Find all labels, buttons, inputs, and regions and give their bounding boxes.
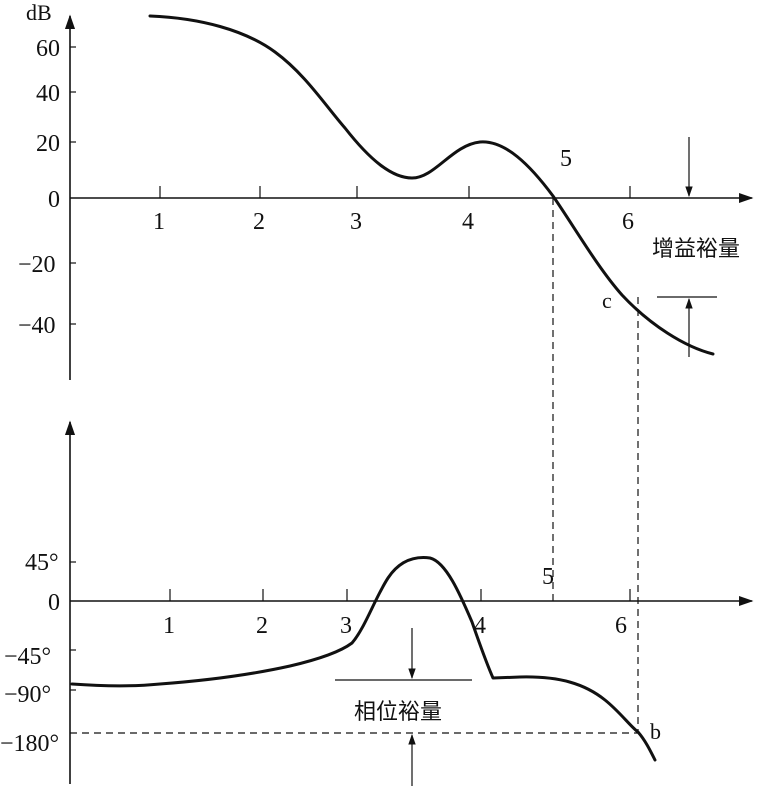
mag-xtick-label: 1 — [153, 209, 165, 235]
phase-ytick-label: 45° — [25, 550, 59, 576]
mag-xtick-label: 3 — [350, 209, 362, 235]
magnitude-unit-label: dB — [26, 0, 52, 25]
phase-xtick-label: 6 — [615, 613, 627, 639]
phase-xtick-label: 1 — [163, 613, 175, 639]
phase-ytick-label: −90° — [4, 682, 51, 708]
phase-ytick-label: −45° — [4, 644, 51, 670]
mag-ytick-label: 20 — [36, 131, 60, 157]
phase-curve — [70, 556, 657, 762]
mag-xtick-label: 6 — [622, 209, 634, 235]
phase-ytick-label: −180° — [0, 731, 59, 757]
phase-ytick-label: 0 — [48, 590, 60, 616]
mag-xtick-label: 2 — [253, 209, 265, 235]
mag-ytick-label: −20 — [18, 252, 56, 278]
gain-margin-label: 增益裕量 — [652, 237, 740, 262]
phase-xtick-label: 3 — [340, 613, 352, 639]
point-b-label: b — [650, 719, 661, 744]
point-c-label: c — [602, 288, 612, 313]
magnitude-curve — [148, 14, 715, 356]
gain-crossover-label: 5 — [560, 146, 572, 172]
mag-ytick-label: 40 — [36, 81, 60, 107]
mag-ytick-label: 60 — [36, 36, 60, 62]
mag-xtick-label: 4 — [462, 209, 474, 235]
mag-ytick-label: 0 — [48, 187, 60, 213]
phase-crossover-label: 5 — [542, 564, 554, 590]
phase-xtick-label: 2 — [256, 613, 268, 639]
phase-margin-label: 相位裕量 — [354, 700, 442, 725]
mag-ytick-label: −40 — [18, 313, 56, 339]
